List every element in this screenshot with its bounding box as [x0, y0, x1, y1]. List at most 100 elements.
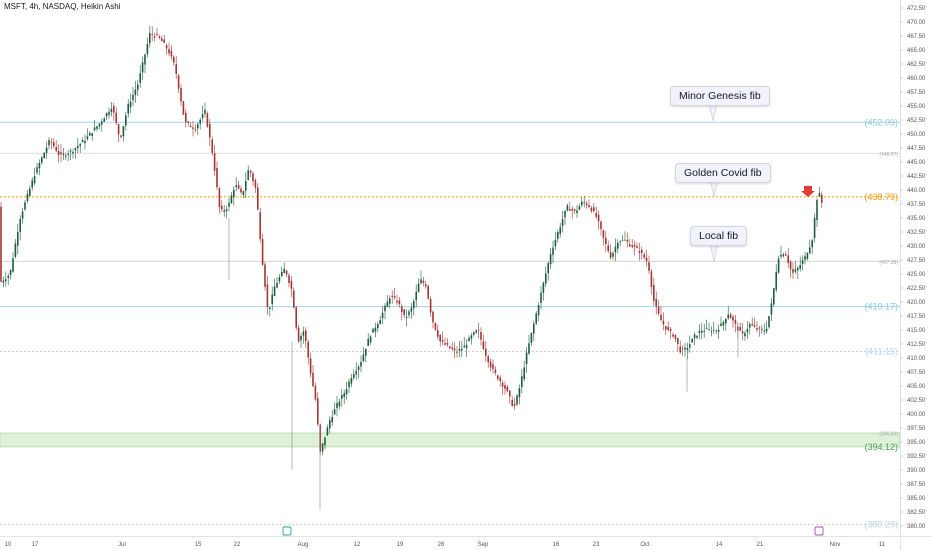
candle-body [633, 245, 636, 247]
candle-body [302, 331, 305, 336]
candle-body [7, 275, 9, 278]
price-axis[interactable]: 380.00 382.50 385.00 387.50 390.00 392.50 395.… [900, 6, 926, 530]
candle-body [24, 202, 26, 210]
time-axis[interactable]: 10 17 Jul 15 22 Aug 12 19 26 Sep 16 23 Oct 14 21 Nov 11 [5, 542, 886, 548]
candle-body [569, 209, 571, 211]
candle-body [79, 143, 81, 146]
price-tick-label: 447.50 [907, 146, 926, 152]
price-tick-label: 472.50 [907, 6, 926, 12]
candle-body [631, 245, 633, 248]
time-tick-label: 17 [32, 542, 39, 548]
candle-body [741, 331, 744, 334]
candle-body [192, 127, 194, 129]
candle-body [653, 285, 655, 301]
candle-body [463, 345, 465, 348]
price-tick-label: 402.50 [907, 398, 926, 404]
candle-body [417, 283, 420, 293]
callout-minor-genesis-fib[interactable]: Minor Genesis fib [670, 86, 770, 106]
candle-body [345, 389, 348, 395]
candle-body [233, 189, 235, 198]
candle-body [360, 361, 362, 367]
candle-body [348, 381, 350, 388]
candle-body [506, 386, 509, 392]
candle-body [609, 252, 612, 258]
candle-body [660, 314, 662, 321]
candle-body [113, 105, 115, 113]
candle-body [19, 218, 21, 232]
candle-body [811, 240, 813, 248]
candle-body [785, 254, 787, 256]
support-zone [0, 432, 901, 448]
candle-body [573, 209, 576, 212]
price-tick-label: 465.00 [907, 48, 926, 54]
candle-body [650, 271, 653, 287]
candle-body [482, 341, 485, 349]
callout-local-fib[interactable]: Local fib [690, 226, 748, 246]
level-labels: (452.09) (446.57) (438.79) (427.28) (419.17)… [864, 117, 898, 529]
candle-body [669, 329, 672, 332]
candle-body [547, 263, 549, 274]
candle-body [775, 271, 777, 290]
candle-body [338, 401, 341, 406]
candle-body [439, 334, 441, 342]
candle-body [365, 348, 367, 356]
candle-body [708, 329, 710, 330]
candle-body [494, 369, 497, 373]
candle-body [681, 348, 684, 350]
candle-body [787, 255, 789, 264]
candle-body [403, 309, 405, 316]
candle-body [734, 319, 737, 324]
candle-body [396, 300, 398, 303]
candle-body [768, 316, 770, 328]
down-arrow-icon [801, 186, 815, 197]
candle-body [662, 320, 665, 325]
time-tick-label: 14 [716, 542, 723, 548]
candle-body [285, 270, 288, 275]
candle-body [312, 372, 314, 387]
candle-body [108, 111, 110, 116]
time-tick-label: Sep [478, 542, 489, 548]
candle-body [607, 245, 609, 252]
candle-body [74, 148, 77, 151]
candle-body [14, 243, 17, 257]
candle-body [146, 43, 149, 54]
candle-body [537, 305, 540, 316]
candle-body [583, 201, 585, 203]
time-tick-label: 16 [553, 542, 560, 548]
candle-body [31, 180, 33, 188]
candle-body [432, 311, 434, 323]
candle-body [542, 282, 545, 293]
price-tick-label: 382.50 [907, 510, 926, 516]
candle-body [456, 352, 458, 353]
candle-body [408, 311, 410, 316]
earnings-icon [814, 526, 824, 536]
candle-body [384, 305, 386, 312]
price-tick-label: 422.50 [907, 286, 926, 292]
candle-body [77, 145, 79, 149]
price-tick-label: 392.50 [907, 454, 926, 460]
candle-body [638, 251, 641, 253]
candle-body [91, 133, 93, 136]
price-tick-label: 442.50 [907, 174, 926, 180]
candle-body [665, 325, 667, 330]
candle-body [679, 346, 681, 353]
candle-body [578, 206, 581, 210]
callout-golden-covid-fib[interactable]: Golden Covid fib [675, 163, 771, 183]
candle-body [504, 385, 506, 389]
candle-body [612, 253, 614, 257]
candle-body [53, 142, 55, 147]
candle-body [559, 227, 561, 234]
candle-body [216, 168, 218, 188]
candle-body [581, 201, 583, 206]
candle-body [602, 230, 605, 238]
candle-body [84, 140, 86, 144]
chart-plot-area[interactable] [0, 0, 900, 536]
candle-body [324, 437, 326, 446]
time-tick-label: 21 [757, 542, 764, 548]
candle-body [105, 113, 108, 117]
level-label: (394.12) [864, 442, 898, 452]
candle-body [499, 377, 501, 382]
candle-body [223, 210, 225, 212]
candle-body [751, 324, 753, 326]
